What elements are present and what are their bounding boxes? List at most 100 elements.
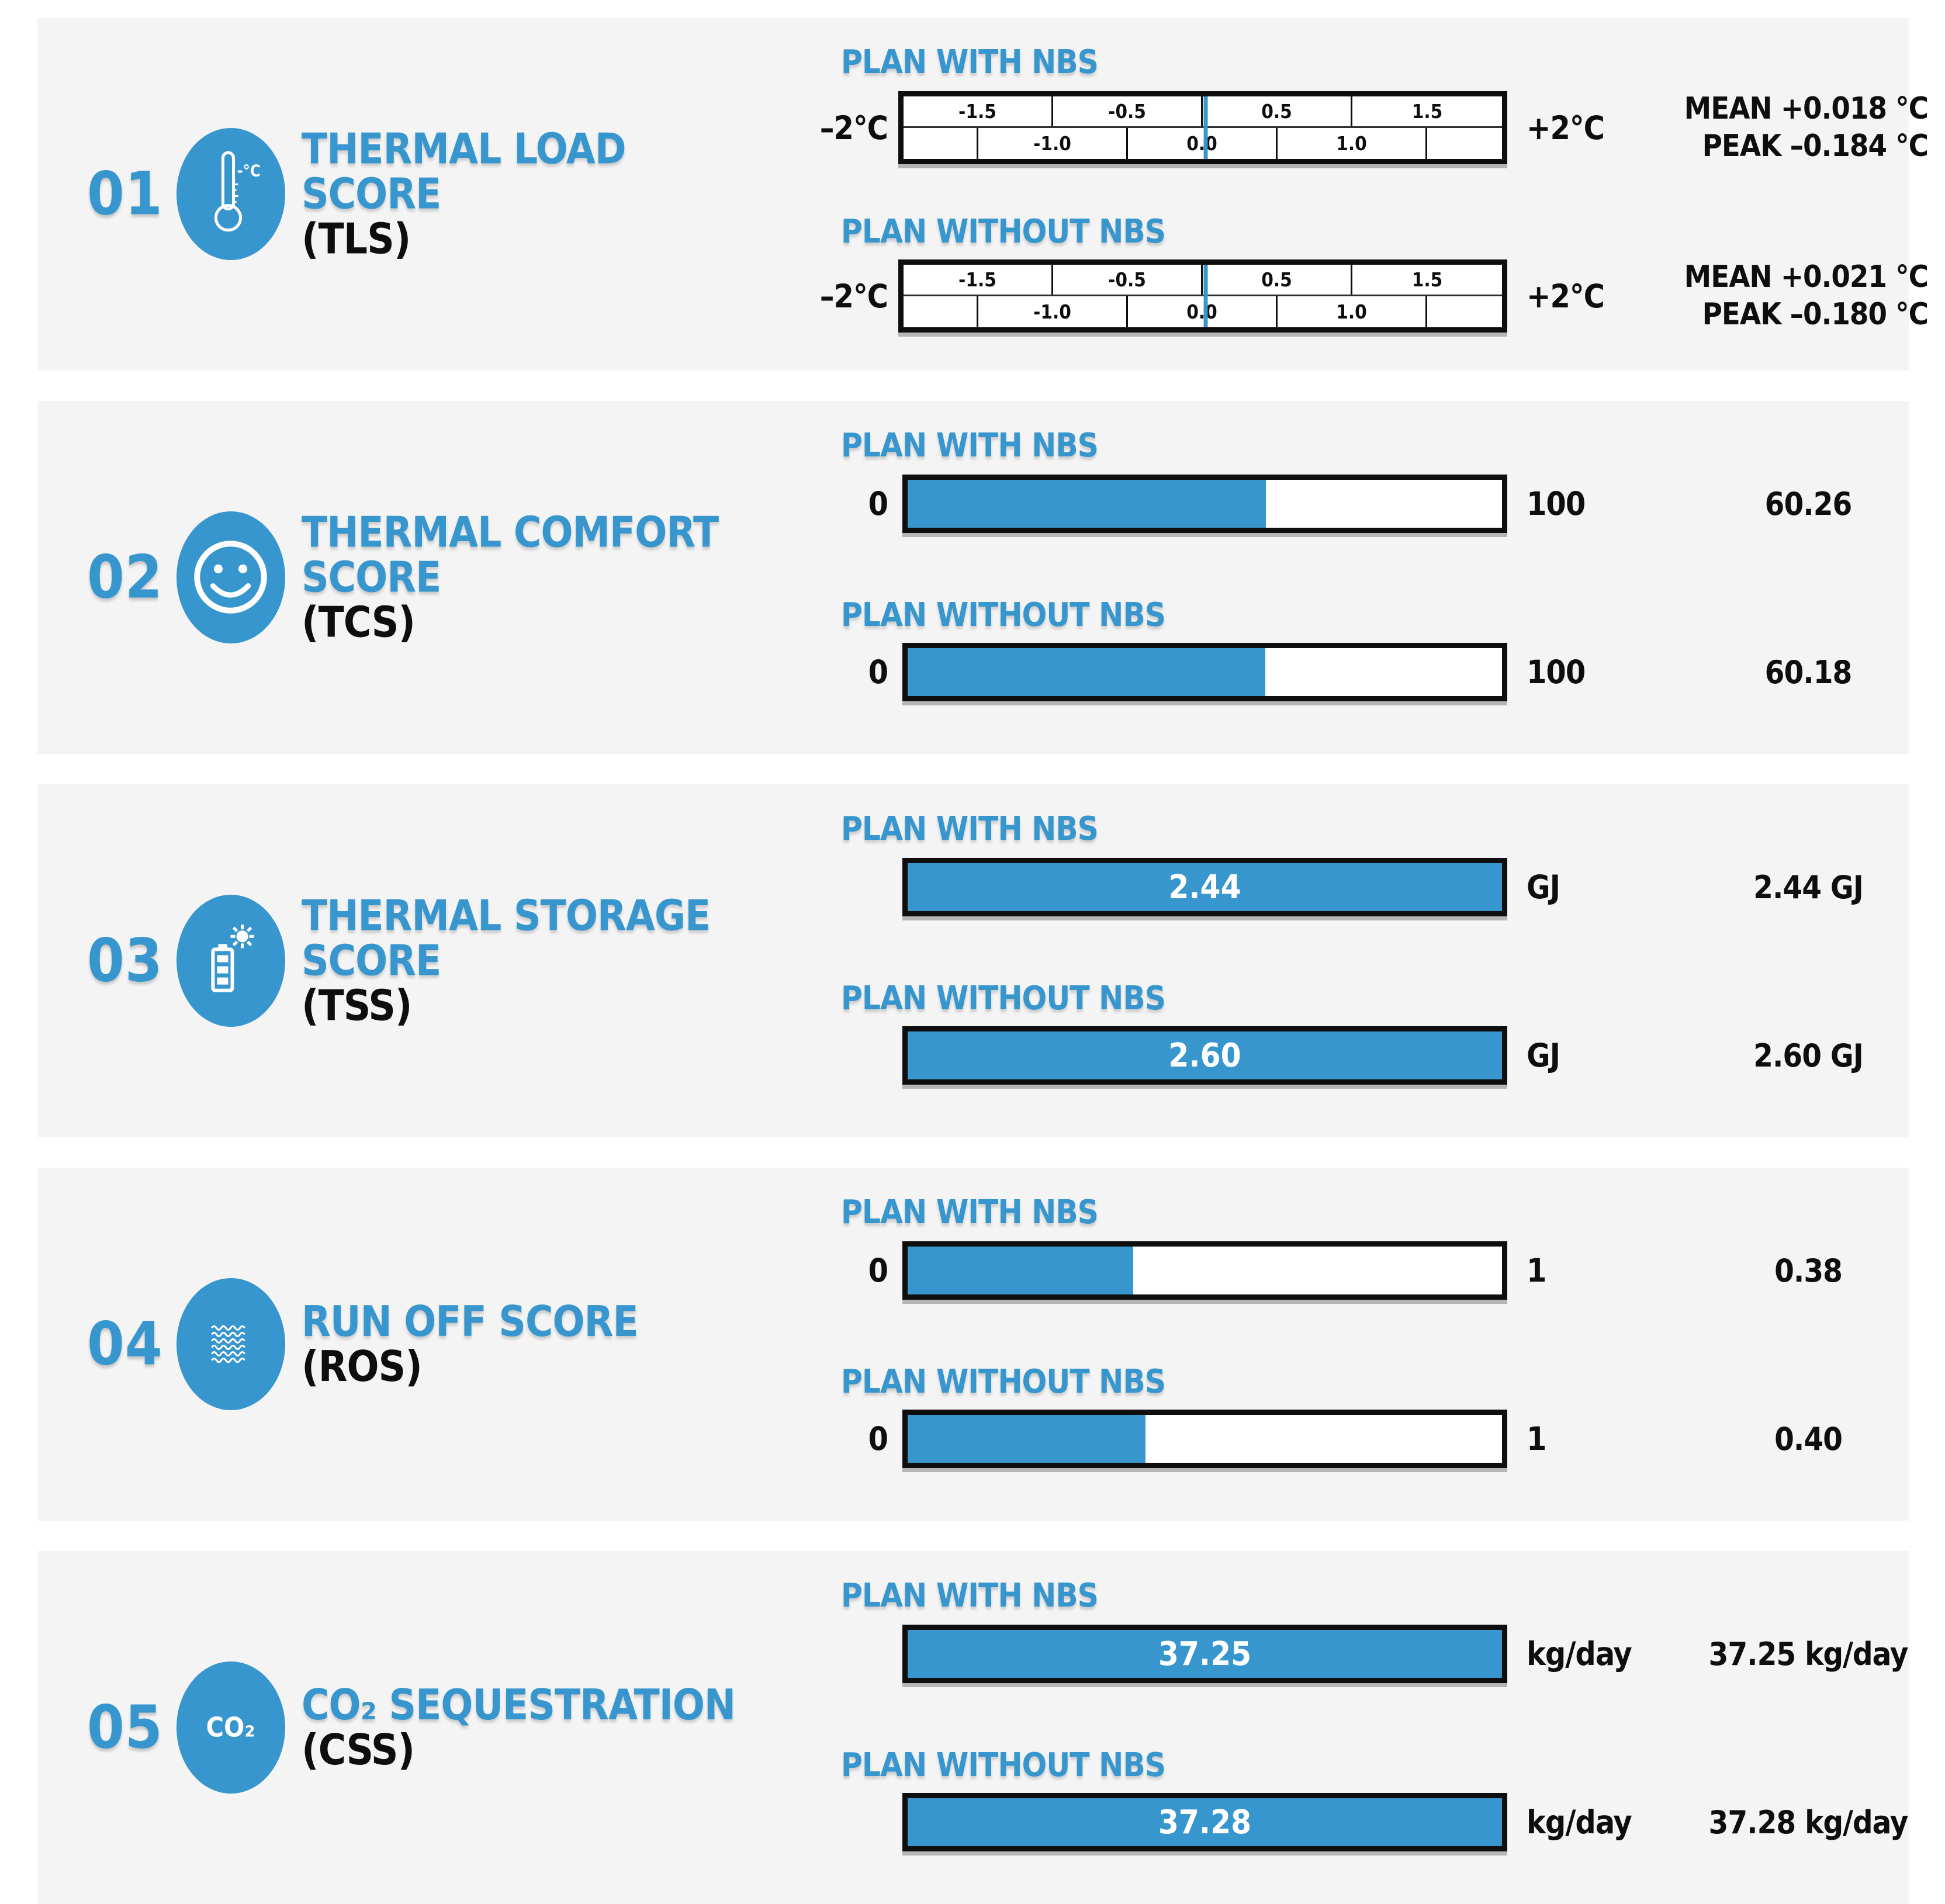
gauge-tick: 0.5 (1203, 96, 1352, 126)
plan-without-label: PLAN WITHOUT NBS (841, 1363, 1166, 1401)
thermometer-glyph: -°C (214, 151, 261, 232)
gauge-tick: -1.0 (978, 296, 1128, 327)
bar-inner-value (908, 1247, 1502, 1294)
gauge-max-label: +2°C (1527, 277, 1605, 315)
tls-gauge-with-nbs: -1.5 -0.5 0.5 1.5 -1.0 0.0 1.0 (898, 91, 1507, 164)
battery-sun-icon (176, 895, 285, 1027)
bar-unit-label: kg/day (1527, 1803, 1632, 1841)
co2-icon: CO₂ (176, 1661, 285, 1794)
plan-without-label: PLAN WITHOUT NBS (841, 1746, 1166, 1784)
metric-section-tcs: 02 THERMAL COMFORT SCORE (TCS) PLAN WITH… (37, 401, 1909, 754)
mean-marker (1203, 96, 1208, 159)
metric-section-ros: 04 RUN OFF SCORE (ROS) PLAN WITH NBS 0 1… (37, 1168, 1909, 1521)
bar-start-label: 0 (868, 653, 888, 691)
gauge-stats-without-nbs: MEAN +0.021 °C PEAK –0.180 °C (1639, 259, 1945, 333)
score-value: 37.25 kg/day (1708, 1635, 1909, 1673)
bar-unit-label: GJ (1527, 1037, 1560, 1074)
tss-bar-without-nbs: 2.60 (902, 1026, 1507, 1085)
plan-without-label: PLAN WITHOUT NBS (841, 979, 1166, 1017)
section-title-line1: THERMAL LOAD (302, 124, 627, 174)
section-acronym: (CSS) (302, 1725, 415, 1774)
gauge-tick: -0.5 (1053, 265, 1203, 295)
gauge-tick: 1.0 (1278, 296, 1427, 327)
bar-fill (908, 863, 1502, 911)
bar-end-label: 1 (1527, 1252, 1546, 1289)
tss-bar-with-nbs: 2.44 (902, 858, 1507, 916)
bar-fill (908, 1031, 1502, 1079)
section-title-block: CO₂ SEQUESTRATION (CSS) (302, 1680, 828, 1774)
section-number: 01 (87, 159, 163, 229)
bar-start-label: 0 (868, 1420, 888, 1458)
section-title-line1: CO₂ SEQUESTRATION (302, 1680, 736, 1729)
bar-end-label: 1 (1527, 1420, 1546, 1458)
bar-inner-value: 2.60 (1168, 1036, 1241, 1075)
mean-stat: MEAN +0.018 °C (1684, 91, 1929, 127)
plan-with-label: PLAN WITH NBS (841, 427, 1099, 465)
gauge-tick: 0.0 (1128, 296, 1278, 327)
gauge-cell-blank (904, 127, 978, 159)
gauge-tick: -1.5 (904, 96, 1053, 126)
gauge-tick: -1.5 (904, 265, 1053, 295)
bar-fill (908, 480, 1266, 528)
co2-icon-text: CO₂ (206, 1712, 255, 1743)
battery-sun-glyph (211, 925, 254, 992)
metric-section-css: 05 CO₂ CO₂ SEQUESTRATION (CSS) PLAN WITH… (37, 1551, 1909, 1904)
gauge-tick: 1.5 (1411, 268, 1443, 291)
plan-without-label: PLAN WITHOUT NBS (841, 213, 1166, 251)
bar-fill (908, 1630, 1502, 1678)
co2-glyph: CO₂ (206, 1712, 255, 1743)
metric-section-tss: 03 THERMAL STORAGE SCORE (TSS) PLAN WITH… (37, 784, 1909, 1137)
gauge-cell-blank (1427, 296, 1502, 328)
section-acronym: (TSS) (302, 981, 412, 1030)
bar-unit-label: kg/day (1527, 1635, 1632, 1673)
css-bar-without-nbs: 37.28 (902, 1793, 1507, 1851)
section-title-line2: SCORE (302, 552, 441, 602)
score-value: 60.18 (1764, 653, 1853, 691)
ros-bar-without-nbs (902, 1410, 1507, 1468)
section-title-line2: SCORE (302, 169, 441, 219)
bar-fill (908, 648, 1266, 696)
section-number: 04 (87, 1309, 163, 1379)
smiley-face-icon (176, 511, 285, 643)
plan-with-label: PLAN WITH NBS (841, 43, 1099, 81)
ros-bar-with-nbs (902, 1241, 1507, 1300)
gauge-max-label: +2°C (1527, 109, 1605, 147)
gauge-min-label: –2°C (819, 277, 888, 315)
gauge-bottom-scale: -1.0 0.0 1.0 (904, 127, 1502, 160)
section-number: 05 (87, 1692, 163, 1763)
water-waves-glyph (211, 1325, 245, 1363)
gauge-tick: 1.5 (1411, 99, 1443, 123)
gauge-tick: -0.5 (1053, 96, 1203, 126)
section-acronym: (TLS) (302, 214, 411, 264)
bar-unit-label: GJ (1527, 868, 1560, 906)
mean-marker (1203, 265, 1208, 327)
bar-end-label: 100 (1527, 653, 1586, 691)
gauge-tick: 0.0 (1128, 127, 1278, 159)
gauge-cell-blank (1427, 128, 1502, 160)
bar-inner-value: 37.28 (1158, 1803, 1252, 1841)
bar-inner-value (908, 480, 1502, 528)
section-acronym: (ROS) (302, 1342, 423, 1391)
plan-with-label: PLAN WITH NBS (841, 1577, 1099, 1615)
gauge-min-label: –2°C (819, 109, 888, 147)
section-title-block: THERMAL STORAGE SCORE (TSS) (302, 893, 828, 1028)
bar-fill (908, 1798, 1502, 1846)
tcs-bar-with-nbs (902, 475, 1507, 533)
section-acronym: (TCS) (302, 597, 416, 647)
section-title-line1: THERMAL COMFORT (302, 507, 719, 557)
gauge-tick: 1.0 (1278, 127, 1427, 159)
plan-without-label: PLAN WITHOUT NBS (841, 596, 1166, 634)
section-title-block: RUN OFF SCORE (ROS) (302, 1299, 828, 1389)
peak-stat: PEAK –0.180 °C (1702, 296, 1929, 332)
gauge-bottom-scale: -1.0 0.0 1.0 (904, 296, 1502, 328)
tcs-bar-without-nbs (902, 643, 1507, 701)
section-number: 03 (87, 926, 163, 996)
score-value: 2.60 GJ (1753, 1037, 1864, 1074)
bar-inner-value (908, 1415, 1502, 1463)
score-value: 37.28 kg/day (1708, 1803, 1909, 1841)
bar-end-label: 100 (1527, 485, 1586, 522)
bar-start-label: 0 (868, 485, 888, 522)
bar-fill (908, 1247, 1134, 1294)
bar-start-label: 0 (868, 1252, 888, 1289)
